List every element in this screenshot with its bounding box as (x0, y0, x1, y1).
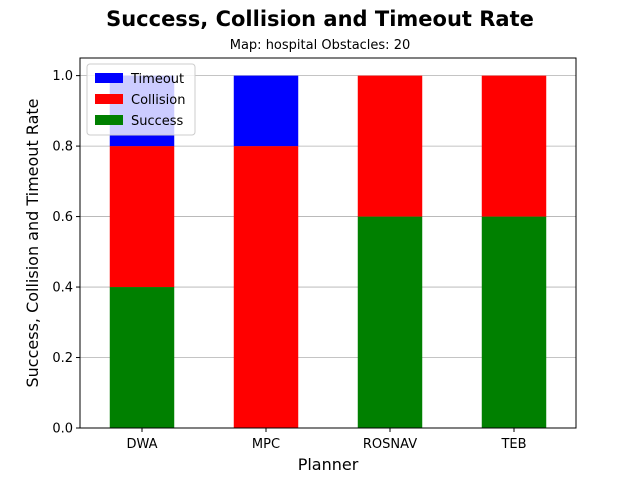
bar-success-rosnav (357, 216, 423, 428)
plot-frame (79, 57, 577, 429)
x-tick-label: DWA (126, 437, 157, 452)
legend-swatch-success (95, 115, 123, 125)
legend-label-success: Success (131, 114, 184, 129)
y-tick-label: 1.0 (52, 69, 73, 84)
legend-swatch-collision (95, 94, 123, 104)
bar-success-dwa (109, 287, 175, 428)
bar-collision-teb (481, 75, 547, 217)
legend: Timeout Collision Success (86, 63, 196, 136)
bar-success-teb (481, 216, 547, 428)
bar-collision-mpc (233, 146, 299, 428)
y-tick-label: 0.6 (52, 210, 73, 225)
y-tick-label: 0.2 (52, 351, 73, 366)
bar-timeout-mpc (233, 75, 299, 147)
x-axis-label: Planner (298, 455, 359, 474)
chart-title: Success, Collision and Timeout Rate (106, 7, 534, 31)
legend-swatch-timeout (95, 73, 123, 83)
legend-label-collision: Collision (131, 93, 185, 108)
bar-collision-dwa (109, 146, 175, 288)
bar-collision-rosnav (357, 75, 423, 217)
x-tick-label: ROSNAV (363, 437, 417, 452)
legend-label-timeout: Timeout (130, 72, 184, 87)
y-tick-label: 0.8 (52, 140, 73, 155)
x-tick-label: TEB (500, 437, 526, 452)
y-tick-label: 0.4 (52, 281, 73, 296)
ticks: 0.0 0.2 0.4 0.6 0.8 1.0 DWA MPC ROSNAV TEB (52, 69, 526, 452)
y-tick-label: 0.0 (52, 422, 73, 437)
y-axis-label: Success, Collision and Timeout Rate (23, 99, 42, 388)
x-tick-label: MPC (252, 437, 280, 452)
chart-subtitle: Map: hospital Obstacles: 20 (230, 38, 411, 53)
